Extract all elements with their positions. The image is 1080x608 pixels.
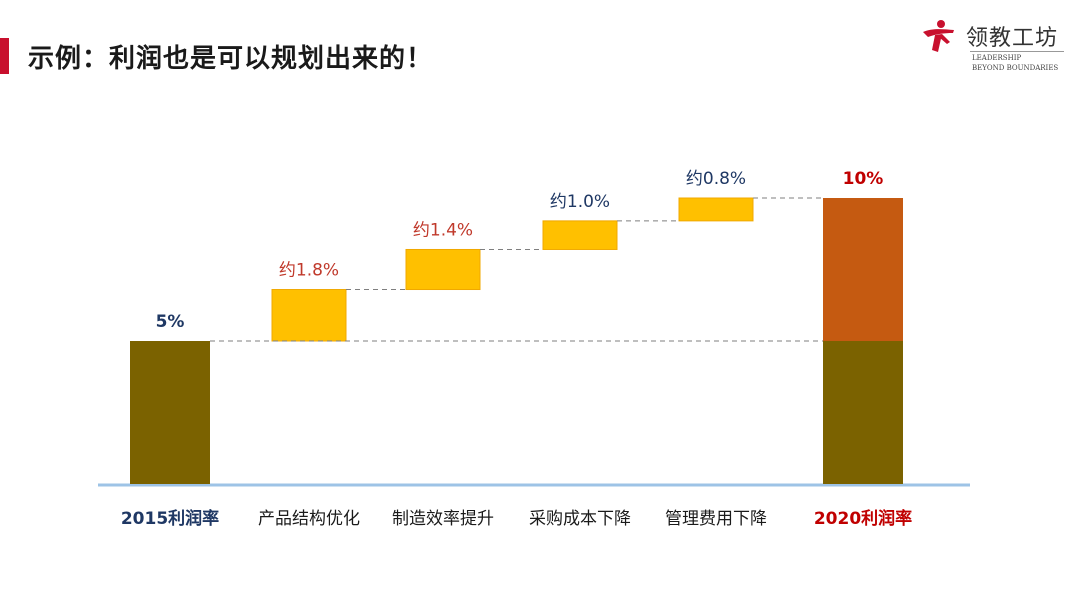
bar-end-base xyxy=(823,341,903,484)
category-label: 制造效率提升 xyxy=(392,509,494,529)
bar-increment xyxy=(678,197,754,222)
logo-chinese-name: 领教工坊 xyxy=(966,26,1059,51)
logo-divider xyxy=(970,51,1064,52)
bar-start xyxy=(130,341,210,484)
category-label: 产品结构优化 xyxy=(258,509,360,529)
data-label-increment: 约1.0% xyxy=(550,192,610,212)
data-label-end: 10% xyxy=(843,169,884,189)
data-label-increment: 约1.4% xyxy=(413,220,473,240)
category-label: 管理费用下降 xyxy=(665,509,767,529)
bar-end-top xyxy=(823,198,903,341)
data-label-increment: 约0.8% xyxy=(686,169,746,189)
logo-tagline-line1: LEADERSHIP xyxy=(972,54,1022,62)
data-label-increment: 约1.8% xyxy=(279,261,339,281)
slide-title: 示例：利润也是可以规划出来的！ xyxy=(28,44,434,74)
bar-increment xyxy=(405,248,481,291)
category-label: 2020利润率 xyxy=(814,508,912,529)
data-label-start: 5% xyxy=(156,312,185,332)
title-accent-bar xyxy=(0,38,9,74)
category-label: 采购成本下降 xyxy=(529,509,631,529)
logo-tagline-line2: BEYOND BOUNDARIES xyxy=(972,64,1059,72)
bar-increment xyxy=(542,220,618,250)
category-label: 2015利润率 xyxy=(121,508,219,529)
company-logo: 领教工坊 LEADERSHIP BEYOND BOUNDARIES xyxy=(918,18,1068,78)
bar-increment xyxy=(271,289,347,342)
logo-figure-icon xyxy=(923,20,954,52)
